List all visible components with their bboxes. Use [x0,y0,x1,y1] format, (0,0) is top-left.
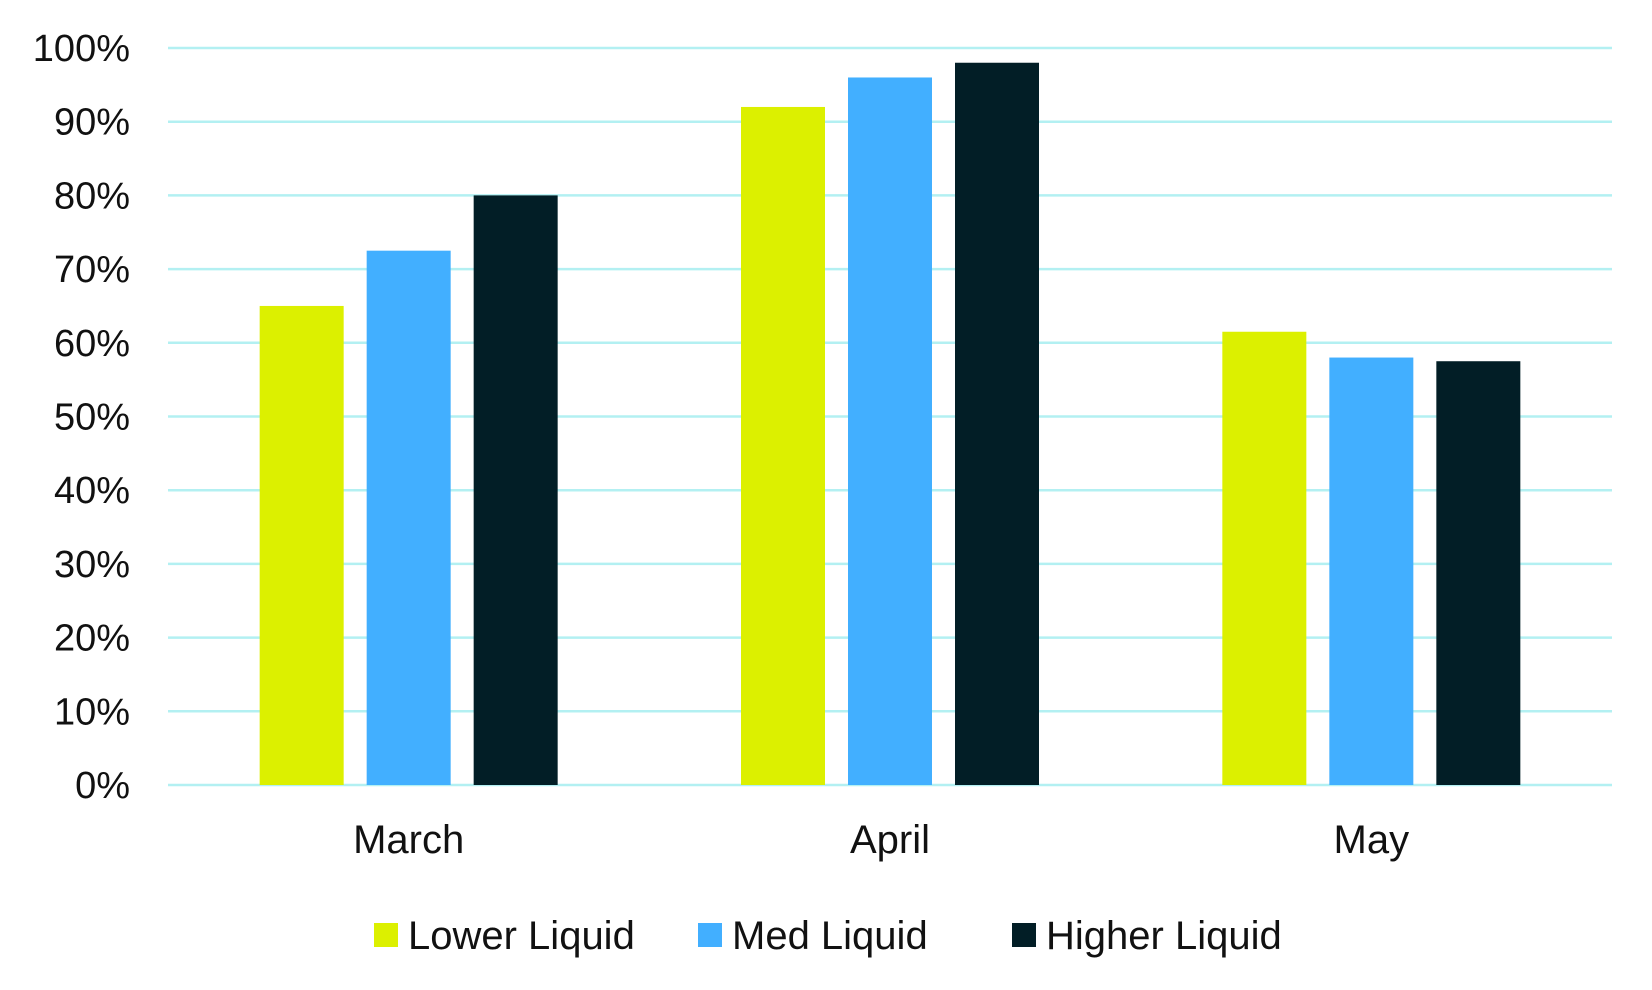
y-axis-tick-labels: 0% 10% 20% 30% 40% 50% 60% 70% 80% 90% 100% [33,28,130,807]
bar-lower-liquid-april [741,106,825,785]
legend-swatch [374,923,398,947]
bar-med-liquid-april [848,77,932,786]
bar-med-liquid-may [1329,357,1414,785]
x-axis-category-labels: March April May [353,818,1409,862]
bar-higher-liquid-april [955,62,1039,786]
y-tick-label: 80% [54,175,130,217]
bar-lower-liquid-march [259,305,344,785]
y-tick-label: 20% [54,618,130,660]
y-tick-label: 100% [33,28,130,70]
y-tick-label: 60% [54,323,130,365]
y-tick-label: 50% [54,397,130,439]
y-tick-label: 90% [54,102,130,144]
x-category-label: May [1334,818,1410,862]
legend-label: Higher Liquid [1046,914,1282,958]
bar-med-liquid-march [366,250,451,786]
y-tick-label: 40% [54,470,130,512]
bar-higher-liquid-may [1436,361,1521,785]
legend-label: Lower Liquid [408,914,635,958]
bar-higher-liquid-march [473,195,558,785]
x-category-label: March [353,818,464,862]
y-tick-label: 30% [54,544,130,586]
y-tick-label: 10% [54,691,130,733]
bars [259,62,1521,786]
legend-swatch [1012,923,1036,947]
y-tick-label: 70% [54,249,130,291]
bar-lower-liquid-may [1222,331,1307,785]
legend-swatch [698,923,722,947]
x-category-label: April [850,818,930,862]
y-tick-label: 0% [75,765,130,807]
legend-label: Med Liquid [732,914,928,958]
legend: Lower Liquid Med Liquid Higher Liquid [374,914,1282,958]
